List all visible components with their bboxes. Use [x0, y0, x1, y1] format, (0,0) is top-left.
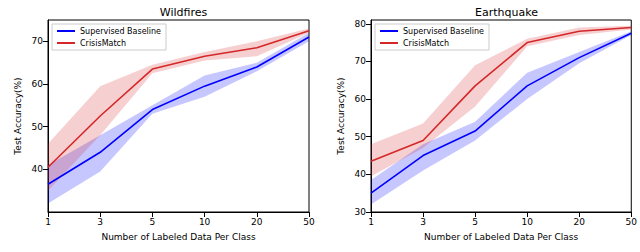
svg-text:50: 50 — [303, 217, 315, 227]
svg-text:70: 70 — [355, 56, 367, 66]
svg-text:10: 10 — [521, 217, 533, 227]
svg-text:80: 80 — [355, 19, 367, 29]
svg-text:CrisisMatch: CrisisMatch — [403, 39, 449, 48]
svg-text:70: 70 — [32, 36, 44, 46]
svg-text:40: 40 — [355, 169, 367, 179]
svg-text:Number of Labeled Data Per Cla: Number of Labeled Data Per Class — [424, 232, 578, 242]
svg-text:10: 10 — [199, 217, 211, 227]
svg-text:Test Accuracy(%): Test Accuracy(%) — [336, 77, 346, 155]
svg-text:Supervised Baseline: Supervised Baseline — [403, 27, 484, 36]
svg-text:Test Accuracy(%): Test Accuracy(%) — [13, 77, 23, 155]
svg-text:Supervised Baseline: Supervised Baseline — [80, 27, 161, 36]
svg-text:1: 1 — [368, 217, 374, 227]
svg-text:5: 5 — [150, 217, 156, 227]
svg-text:20: 20 — [573, 217, 585, 227]
svg-text:50: 50 — [32, 122, 44, 132]
svg-text:Number of Labeled Data Per Cla: Number of Labeled Data Per Class — [101, 232, 255, 242]
svg-text:60: 60 — [32, 79, 44, 89]
svg-text:50: 50 — [355, 132, 367, 142]
svg-text:Wildfires: Wildfires — [160, 6, 208, 19]
svg-text:3: 3 — [97, 217, 103, 227]
svg-text:3: 3 — [420, 217, 426, 227]
svg-text:5: 5 — [472, 217, 478, 227]
svg-text:1: 1 — [45, 217, 51, 227]
svg-text:60: 60 — [355, 94, 367, 104]
svg-text:40: 40 — [32, 164, 44, 174]
svg-text:50: 50 — [626, 217, 638, 227]
svg-text:CrisisMatch: CrisisMatch — [80, 39, 126, 48]
svg-text:20: 20 — [251, 217, 263, 227]
svg-text:30: 30 — [355, 207, 367, 217]
svg-text:Earthquake: Earthquake — [475, 6, 538, 19]
